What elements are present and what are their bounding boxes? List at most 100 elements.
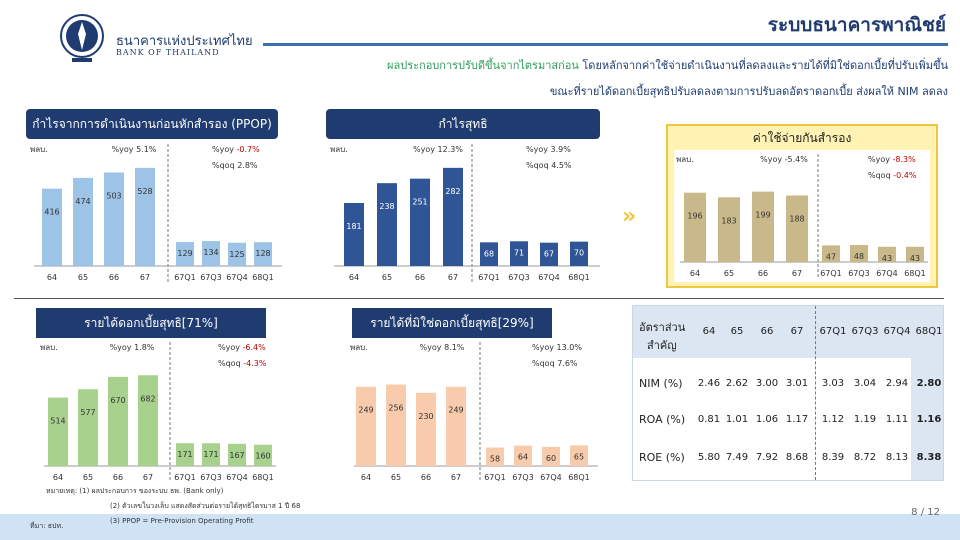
quarter-data-label: 125 <box>229 250 244 259</box>
annual-data-label: 474 <box>75 197 90 206</box>
unit-label: พลบ. <box>350 343 368 352</box>
yoy-quarter-label: %yoy -6.4% <box>218 343 266 352</box>
yoy-label: %yoy <box>532 343 557 352</box>
annual-tick-label: 65 <box>83 473 93 482</box>
ratio-value-cell: 3.01 <box>785 378 809 389</box>
annual-bar <box>443 167 463 266</box>
yoy-annual-label: %yoy 12.3% <box>413 145 463 154</box>
ratio-column-header: 64 <box>702 326 716 337</box>
section-divider <box>14 298 944 299</box>
annual-tick-label: 66 <box>758 269 768 278</box>
annual-tick-label: 64 <box>361 473 371 482</box>
page-number: 8 / 12 <box>911 507 940 518</box>
ratio-row-label: ROE (%) <box>639 451 685 464</box>
quarter-data-label: 58 <box>490 455 500 464</box>
quarter-bar <box>176 242 194 266</box>
quarter-tick-label: 68Q1 <box>252 273 274 282</box>
nnii-chart: พลบ. %yoy 8.1% %yoy 13.0%%qoq 7.6%24964256… <box>350 342 598 482</box>
provision-chart-title: ค่าใช้จ่ายกันสำรอง <box>752 131 852 145</box>
quarter-tick-label: 68Q1 <box>568 473 590 482</box>
quarter-bar <box>228 242 246 266</box>
ratio-value-cell: 3.04 <box>853 378 877 389</box>
annual-data-label: 196 <box>687 212 702 221</box>
ratio-value-cell: 7.92 <box>755 452 779 463</box>
quarter-data-label: 128 <box>255 249 270 258</box>
quarter-tick-label: 67Q4 <box>226 473 248 482</box>
net-profit-chart: พลบ. %yoy 12.3% %yoy 3.9%%qoq 4.5%18164238… <box>330 144 600 284</box>
qoq-label: %qoq <box>868 171 893 180</box>
annual-data-label: 416 <box>44 208 59 217</box>
quarter-tick-label: 67Q3 <box>200 473 222 482</box>
annual-bar <box>42 188 62 266</box>
yoy-value: -0.7% <box>237 145 261 154</box>
qoq-quarter-label: %qoq -0.4% <box>868 171 917 180</box>
quarter-bar <box>906 246 924 262</box>
yoy-annual-label: %yoy 5.1% <box>112 145 157 154</box>
quarter-data-label: 70 <box>574 249 584 258</box>
annual-tick-label: 67 <box>143 473 153 482</box>
yoy-annual-label: %yoy -5.4% <box>760 155 808 164</box>
annual-bar <box>73 177 93 266</box>
yoy-quarter-label: %yoy 13.0% <box>532 343 582 352</box>
quarter-data-label: 171 <box>177 450 192 459</box>
quarter-data-label: 64 <box>518 453 528 462</box>
annual-data-label: 183 <box>721 216 736 225</box>
quarter-bar <box>254 444 272 466</box>
annual-data-label: 282 <box>445 187 460 196</box>
unit-label: พลบ. <box>330 145 348 154</box>
quarter-data-label: 71 <box>514 248 524 257</box>
provision-chart: พลบ. %yoy -5.4% %yoy -8.3%%qoq -0.4%196641… <box>676 154 928 278</box>
quarter-bar <box>542 446 560 466</box>
footnote-2: (2) ตัวเลขในวงเล็บ แสดงสัดส่วนต่อรายได้ส… <box>110 502 301 510</box>
ratio-value-cell: 1.01 <box>725 414 749 425</box>
annual-data-label: 249 <box>358 406 373 415</box>
annual-tick-label: 64 <box>349 273 359 282</box>
ratio-table-header <box>633 306 943 358</box>
ratio-header-label-1: อัตราส่วน <box>639 321 686 334</box>
annual-tick-label: 65 <box>391 473 401 482</box>
yoy-label: %yoy <box>526 145 551 154</box>
annual-data-label: 230 <box>418 412 433 421</box>
quarter-tick-label: 67Q4 <box>540 473 562 482</box>
title-underline <box>263 43 948 46</box>
ratio-value-cell: 1.16 <box>916 414 942 425</box>
ratio-column-header: 68Q1 <box>915 326 943 337</box>
annual-tick-label: 64 <box>47 273 57 282</box>
unit-label: พลบ. <box>676 155 694 164</box>
annual-bar <box>135 167 155 266</box>
quarter-data-label: 65 <box>574 452 584 461</box>
annual-tick-label: 65 <box>78 273 88 282</box>
ratio-value-cell: 1.19 <box>853 414 877 425</box>
ratio-value-cell: 1.06 <box>755 414 779 425</box>
ratio-value-cell: 1.11 <box>885 414 909 425</box>
qoq-quarter-label: %qoq 7.6% <box>532 359 578 368</box>
latest-quarter-highlight <box>911 358 943 480</box>
subtitle-rest: โดยหลักจากค่าใช้จ่ายดำเนินงานที่ลดลงและร… <box>578 59 948 72</box>
quarter-tick-label: 67Q3 <box>848 269 870 278</box>
annual-data-label: 682 <box>140 394 155 403</box>
annual-data-label: 528 <box>137 187 152 196</box>
annual-data-label: 181 <box>346 222 361 231</box>
annual-data-label: 514 <box>50 417 65 426</box>
quarter-bar <box>202 443 220 466</box>
annual-bar <box>386 384 406 466</box>
quarter-bar <box>514 445 532 466</box>
yoy-quarter-label: %yoy -0.7% <box>212 145 260 154</box>
qoq-value: 7.6% <box>557 359 578 368</box>
yoy-label: %yoy <box>868 155 893 164</box>
quarter-tick-label: 68Q1 <box>904 269 926 278</box>
ratio-value-cell: 5.80 <box>697 452 721 463</box>
annual-data-label: 251 <box>412 198 427 207</box>
annual-tick-label: 66 <box>109 273 119 282</box>
annual-bar <box>718 197 740 262</box>
qoq-value: 4.5% <box>551 161 572 170</box>
source-note: ที่มา: ธปท. <box>30 522 64 530</box>
annual-tick-label: 67 <box>140 273 150 282</box>
annual-bar <box>410 178 430 266</box>
ratio-header-label-2: สำคัญ <box>647 339 677 352</box>
chevron-right-icon: » <box>622 204 636 229</box>
yoy-annual-label: %yoy 1.8% <box>110 343 155 352</box>
qoq-value: -0.4% <box>893 171 917 180</box>
bank-name-en: BANK OF THAILAND <box>116 48 220 57</box>
yoy-label: %yoy <box>212 145 237 154</box>
